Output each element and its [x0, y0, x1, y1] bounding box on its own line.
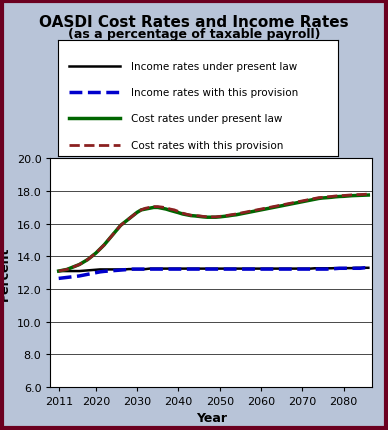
Income rates under present law: [304, 267, 309, 272]
Income rates under present law: [366, 266, 371, 271]
Cost rates with this provision: [263, 206, 267, 211]
Cost rates with this provision: [85, 258, 90, 263]
Cost rates with this provision: [56, 269, 61, 274]
Income rates under present law: [164, 267, 168, 272]
Cost rates under present law: [366, 193, 371, 198]
Income rates with this provision: [164, 267, 168, 272]
Line: Cost rates under present law: Cost rates under present law: [59, 196, 368, 271]
Text: Income rates with this provision: Income rates with this provision: [131, 88, 298, 98]
Cost rates with this provision: [304, 198, 309, 203]
Text: OASDI Cost Rates and Income Rates: OASDI Cost Rates and Income Rates: [39, 15, 349, 30]
Income rates under present law: [85, 268, 90, 273]
Text: Income rates under present law: Income rates under present law: [131, 61, 297, 71]
Income rates under present law: [353, 266, 358, 271]
Cost rates with this provision: [366, 192, 371, 197]
Cost rates under present law: [164, 207, 168, 212]
Cost rates under present law: [56, 269, 61, 274]
Cost rates under present law: [304, 199, 309, 204]
Cost rates under present law: [217, 215, 222, 220]
Income rates with this provision: [56, 276, 61, 281]
Cost rates under present law: [255, 209, 259, 214]
Income rates with this provision: [255, 267, 259, 272]
Line: Income rates under present law: Income rates under present law: [59, 268, 368, 271]
Income rates under present law: [263, 267, 267, 272]
Y-axis label: Percent: Percent: [0, 246, 11, 300]
Income rates with this provision: [366, 266, 371, 271]
Income rates with this provision: [362, 266, 367, 271]
Text: Cost rates under present law: Cost rates under present law: [131, 114, 282, 124]
Text: (as a percentage of taxable payroll): (as a percentage of taxable payroll): [68, 28, 320, 41]
Income rates under present law: [217, 267, 222, 272]
X-axis label: Year: Year: [196, 412, 227, 424]
Cost rates with this provision: [217, 214, 222, 219]
Cost rates with this provision: [255, 208, 259, 213]
Income rates with this provision: [85, 272, 90, 277]
Cost rates with this provision: [164, 206, 168, 211]
Income rates with this provision: [263, 267, 267, 272]
Income rates with this provision: [304, 267, 309, 272]
Cost rates under present law: [85, 258, 90, 263]
Text: Cost rates with this provision: Cost rates with this provision: [131, 140, 283, 150]
Income rates under present law: [56, 269, 61, 274]
Cost rates under present law: [263, 207, 267, 212]
Line: Income rates with this provision: Income rates with this provision: [59, 268, 368, 279]
Income rates with this provision: [217, 267, 222, 272]
Income rates under present law: [255, 267, 259, 272]
Line: Cost rates with this provision: Cost rates with this provision: [59, 195, 368, 271]
